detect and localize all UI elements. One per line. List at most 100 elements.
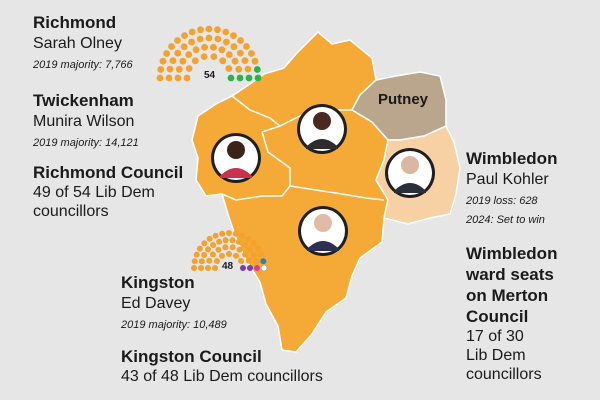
seat-dot-libdem <box>201 240 208 247</box>
seat-dot-libdem <box>165 74 173 82</box>
richmond-block: Richmond Sarah Olney 2019 majority: 7,76… <box>33 12 133 73</box>
seat-dot-green <box>227 74 235 82</box>
seat-dot-libdem <box>191 265 197 271</box>
seat-dot-libdem <box>250 240 257 247</box>
seat-dot-libdem <box>241 57 249 64</box>
seat-dot-libdem <box>169 57 177 64</box>
seat-dot-libdem <box>237 37 244 44</box>
seat-dot-libdem <box>163 50 171 57</box>
wimbledon-council-title-line3: on Merton <box>466 286 549 305</box>
kingston-council-seat-chart <box>191 230 268 272</box>
seat-dot-libdem <box>243 43 250 50</box>
wimbledon-council-title-line1: Wimbledon <box>466 244 558 263</box>
seat-dot-libdem <box>251 57 259 65</box>
seat-dot-libdem <box>235 65 243 73</box>
wimbledon-council-line1: 17 of 30 <box>466 328 524 345</box>
person-photo-icon <box>211 133 261 183</box>
seat-dot-libdem <box>183 74 191 82</box>
wimbledon-block: Wimbledon Paul Kohler 2019 loss: 628 202… <box>466 148 557 228</box>
seat-dot-libdem <box>212 232 219 239</box>
wimbledon-candidate-name: Paul Kohler <box>466 171 549 188</box>
seat-dot-libdem <box>219 252 225 259</box>
kingston-council-block: Kingston Council 43 of 48 Lib Dem counci… <box>121 346 323 386</box>
richmond-council-block: Richmond Council 49 of 54 Lib Dem counci… <box>33 162 183 221</box>
seat-dot-libdem <box>198 258 205 265</box>
seat-dot-libdem <box>210 43 217 51</box>
seat-dot-libdem <box>191 57 199 65</box>
seat-dot-libdem <box>214 35 222 43</box>
seat-dot-libdem <box>218 46 226 54</box>
seat-dot-libdem <box>241 242 248 248</box>
seat-dot-libdem <box>229 244 236 251</box>
seat-dot-libdem <box>245 257 252 264</box>
wimbledon-council-block: Wimbledon ward seats on Merton Council 1… <box>466 243 557 384</box>
seat-dot-libdem <box>206 235 213 242</box>
wimbledon-2019-loss: 2019 loss: 628 <box>466 195 538 207</box>
seat-dot-libdem <box>181 32 188 39</box>
seat-dot-libdem <box>226 251 232 257</box>
seat-dot-blue <box>260 258 267 265</box>
seat-dot-libdem <box>232 230 239 237</box>
seat-dot-libdem <box>166 65 174 73</box>
seat-dot-libdem <box>168 43 175 50</box>
seat-dot-libdem <box>245 235 252 242</box>
seat-dot-libdem <box>255 245 262 252</box>
seat-dot-libdem <box>214 26 221 34</box>
richmond-constituency-name: Richmond <box>33 13 117 32</box>
seat-dot-libdem <box>248 50 255 57</box>
kingston-block: Kingston Ed Davey 2019 majority: 10,489 <box>121 272 227 333</box>
seat-dot-libdem <box>253 258 260 265</box>
seat-dot-white <box>260 264 268 272</box>
seat-dot-libdem <box>198 265 204 271</box>
seat-dot-libdem <box>205 25 213 33</box>
seat-dot-libdem <box>231 57 239 65</box>
kingston-council-title: Kingston Council <box>121 347 262 366</box>
seat-dot-libdem <box>215 246 222 253</box>
seat-dot-libdem <box>157 66 165 73</box>
constituency-border <box>289 185 385 201</box>
seat-dot-libdem <box>205 34 213 42</box>
seat-dot-libdem <box>236 246 243 253</box>
seat-dot-libdem <box>212 265 218 271</box>
seat-dot-libdem <box>206 257 213 264</box>
seat-dot-libdem <box>201 43 209 51</box>
seat-dot-libdem <box>258 251 265 258</box>
seat-dot-libdem <box>209 251 216 258</box>
seat-dot-libdem <box>216 238 223 245</box>
seat-dot-libdem <box>175 65 183 73</box>
seat-dot-libdem <box>205 265 211 271</box>
seat-dot-libdem <box>225 51 233 58</box>
seat-dot-libdem <box>219 230 226 237</box>
seat-dot-libdem <box>159 57 167 65</box>
seat-dot-libdem <box>229 237 236 244</box>
kingston-mp-name: Ed Davey <box>121 295 191 312</box>
seat-dot-libdem <box>239 232 246 239</box>
constituency-border <box>221 95 291 201</box>
seat-dot-libdem <box>225 65 233 72</box>
richmond-council-line1: 49 of 54 Lib Dem <box>33 184 155 201</box>
richmond-majority: 2019 majority: 7,766 <box>33 59 133 71</box>
seat-dot-libdem <box>185 65 193 72</box>
seat-dot-libdem <box>188 28 196 36</box>
person-photo-icon <box>297 104 347 154</box>
seat-dot-libdem <box>210 53 218 60</box>
richmond-council-title: Richmond Council <box>33 163 184 182</box>
seat-dot-libdem <box>156 74 164 82</box>
wimbledon-council-line3: councillors <box>466 366 542 383</box>
wimbledon-council-line2: Lib Dem <box>466 347 526 364</box>
twickenham-constituency-name: Twickenham <box>33 91 134 110</box>
seat-dot-libdem <box>236 49 244 57</box>
seat-dot-libdem <box>191 258 198 265</box>
seat-dot-libdem <box>222 237 229 244</box>
seat-dot-libdem <box>226 230 232 236</box>
seat-dot-libdem <box>222 244 229 251</box>
richmond-council-total-label: 54 <box>204 70 216 81</box>
seat-dot-libdem <box>230 32 237 39</box>
seat-dot-pink <box>254 265 260 271</box>
seat-dot-libdem <box>242 251 249 258</box>
seat-dot-libdem <box>174 37 181 44</box>
person-photo-icon <box>385 148 435 198</box>
seat-dot-libdem <box>193 251 200 258</box>
seat-dot-libdem <box>179 57 187 65</box>
twickenham-mp-name: Munira Wilson <box>33 113 135 130</box>
